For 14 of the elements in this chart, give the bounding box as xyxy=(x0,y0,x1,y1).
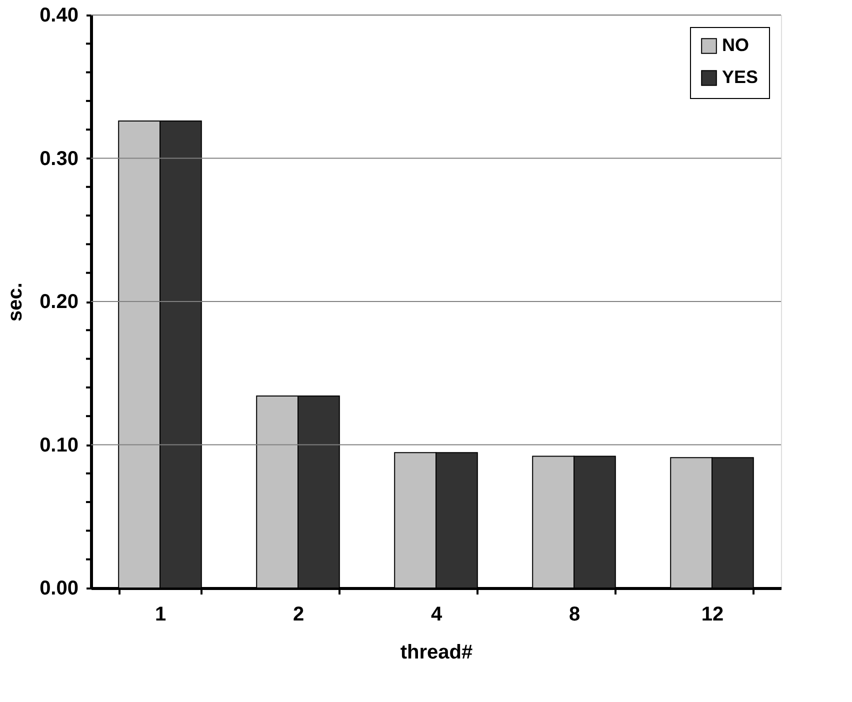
x-axis-title: thread# xyxy=(400,642,473,664)
x-tick-label: 4 xyxy=(430,604,443,626)
legend-label: NO xyxy=(722,35,749,55)
y-tick-label: 0.10 xyxy=(40,434,78,456)
y-tick-label: 0.20 xyxy=(40,291,78,313)
legend-label: YES xyxy=(722,67,758,87)
x-tick-label: 2 xyxy=(292,604,304,626)
y-tick-label: 0.30 xyxy=(40,148,78,170)
x-tick-label: 1 xyxy=(154,604,166,626)
y-axis-title: sec. xyxy=(4,282,27,322)
x-tick-label: 12 xyxy=(701,604,724,626)
y-tick-label: 0.40 xyxy=(40,4,78,26)
y-tick-label: 0.00 xyxy=(40,578,78,600)
x-tick-label: 8 xyxy=(568,604,580,626)
